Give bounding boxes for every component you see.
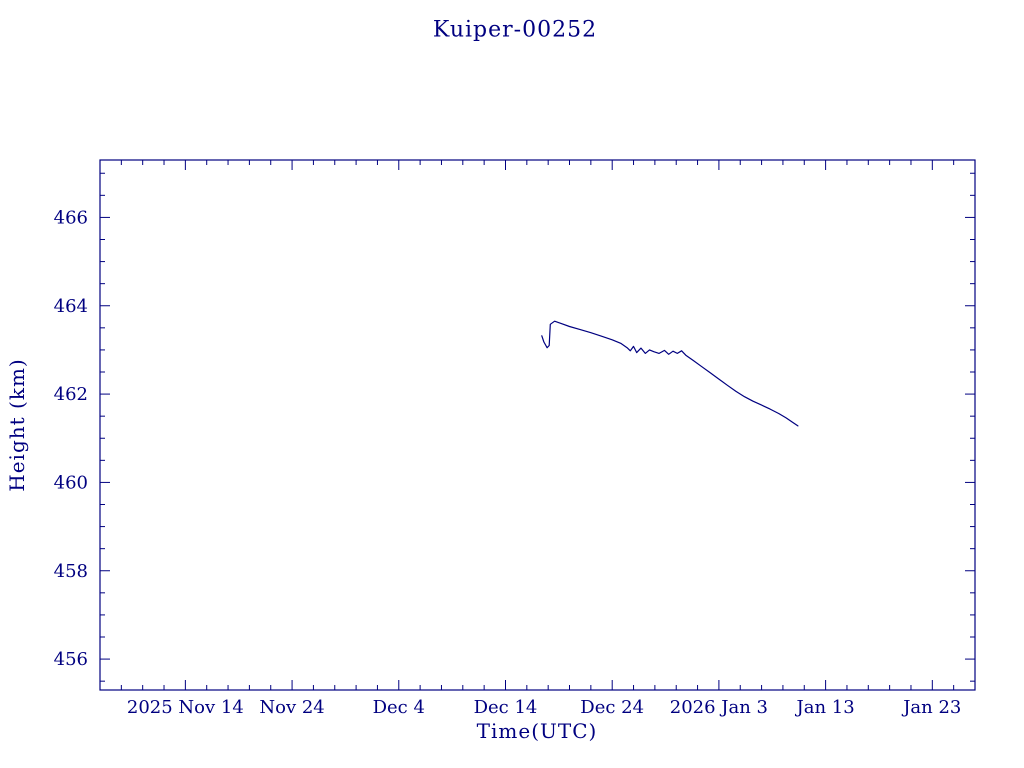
y-tick-label: 456 <box>54 649 88 670</box>
y-tick-label: 462 <box>54 384 88 405</box>
x-axis-label: Time(UTC) <box>476 719 598 743</box>
x-tick-label: Dec 4 <box>373 697 425 718</box>
x-tick-label: 2026 Jan 3 <box>670 697 768 718</box>
y-tick-label: 466 <box>54 207 88 228</box>
chart-title: Kuiper-00252 <box>432 17 598 43</box>
y-tick-label: 464 <box>54 296 88 317</box>
y-tick-label: 460 <box>54 472 88 493</box>
y-tick-label: 458 <box>54 561 88 582</box>
x-tick-label: Dec 24 <box>580 697 644 718</box>
x-tick-label: Dec 14 <box>474 697 538 718</box>
height-series-line <box>541 320 799 427</box>
plot-frame <box>99 159 976 691</box>
y-axis-label: Height (km) <box>5 358 29 492</box>
x-tick-label: Jan 13 <box>795 697 855 718</box>
x-tick-label: 2025 Nov 14 <box>127 697 244 718</box>
x-tick-label: Jan 23 <box>901 697 961 718</box>
x-tick-label: Nov 24 <box>259 697 324 718</box>
